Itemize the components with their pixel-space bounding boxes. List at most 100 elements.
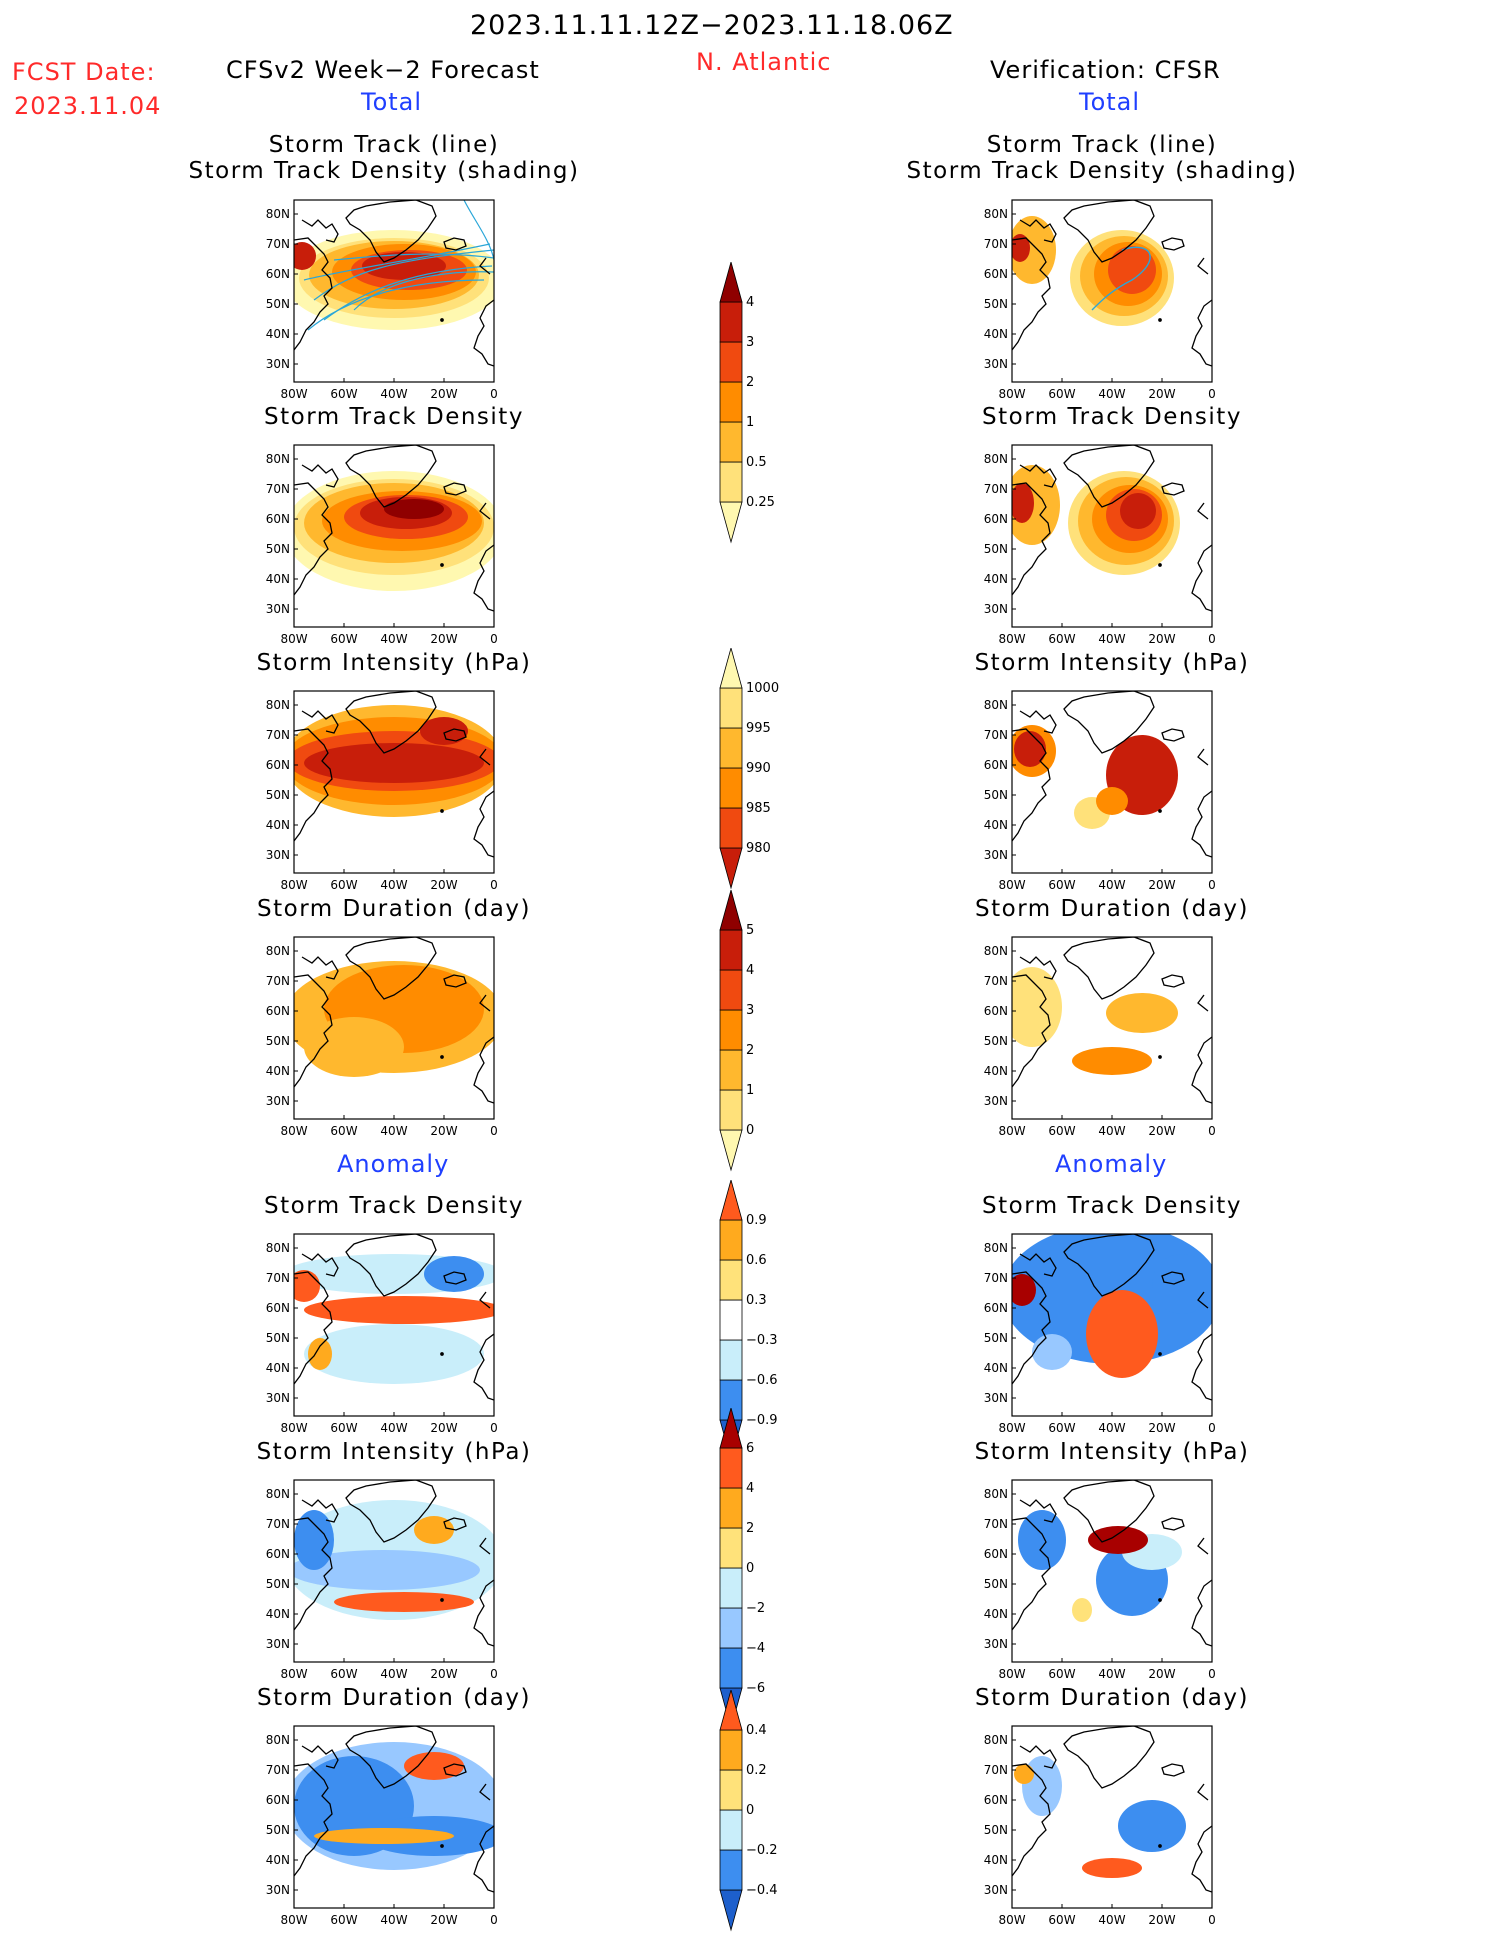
- lat-tick-label: 30N: [984, 1637, 1008, 1651]
- shading-region: [314, 1828, 454, 1844]
- lon-tick-label: 20W: [1148, 1913, 1175, 1927]
- lat-tick-label: 70N: [984, 237, 1008, 251]
- lat-tick-label: 40N: [984, 1853, 1008, 1867]
- lat-tick-label: 50N: [984, 1331, 1008, 1345]
- lat-tick-label: 80N: [984, 207, 1008, 221]
- lat-tick-label: 40N: [266, 1361, 290, 1375]
- colorbar-label: 1000: [746, 681, 779, 696]
- lon-tick-label: 0: [1208, 878, 1216, 892]
- storm-track-line: [333, 253, 494, 261]
- fcst-date-value: 2023.11.04: [14, 92, 162, 120]
- lon-tick-label: 60W: [330, 632, 357, 646]
- colorbar-swatch: [719, 1009, 743, 1051]
- lat-tick-label: 30N: [266, 848, 290, 862]
- lat-tick-label: 60N: [984, 267, 1008, 281]
- shading-region: [1120, 493, 1156, 529]
- lon-tick-label: 80W: [280, 1421, 307, 1435]
- lon-tick-label: 60W: [330, 1913, 357, 1927]
- colorbar-swatch: [719, 1688, 743, 1731]
- shading-region: [1082, 1858, 1142, 1878]
- lon-tick-label: 0: [490, 1124, 498, 1138]
- map-anom-intensity-left: 80N 70N 60N 50N 40N 30N 80W 60W 40W 20W 0: [258, 1478, 504, 1694]
- lon-tick-label: 20W: [1148, 1667, 1175, 1681]
- lon-tick-label: 0: [1208, 1667, 1216, 1681]
- shading-region: [1086, 1290, 1158, 1378]
- colorbar-swatch: [719, 888, 743, 931]
- lon-tick-label: 60W: [1048, 1913, 1075, 1927]
- lat-tick-label: 60N: [266, 1004, 290, 1018]
- left-model-label: CFSv2 Week−2 Forecast: [226, 56, 540, 84]
- colorbar-swatch: [719, 1769, 743, 1811]
- shading-region: [334, 1592, 474, 1612]
- lon-tick-label: 40W: [380, 1421, 407, 1435]
- shading-region: [1012, 1274, 1036, 1306]
- lon-tick-label: 40W: [1098, 387, 1125, 401]
- colorbar-swatch: [719, 1487, 743, 1529]
- lat-tick-label: 30N: [266, 1883, 290, 1897]
- title-duration-left: Storm Duration (day): [257, 896, 531, 922]
- colorbar-label: −0.3: [746, 1333, 778, 1348]
- lat-tick-label: 30N: [266, 357, 290, 371]
- lon-tick-label: 80W: [280, 1913, 307, 1927]
- colorbar-label: 980: [746, 841, 771, 856]
- lat-tick-label: 50N: [266, 1823, 290, 1837]
- lon-tick-label: 0: [490, 387, 498, 401]
- lon-tick-label: 60W: [1048, 1421, 1075, 1435]
- colorbar-swatch: [719, 301, 743, 343]
- colorbar-swatch: [719, 929, 743, 971]
- lon-tick-label: 80W: [998, 1124, 1025, 1138]
- colorbar-label: −0.9: [746, 1413, 778, 1428]
- lat-tick-label: 70N: [266, 237, 290, 251]
- lat-tick-label: 30N: [266, 1637, 290, 1651]
- lon-tick-label: 40W: [1098, 632, 1125, 646]
- colorbar-swatch: [719, 1129, 743, 1172]
- lat-tick-label: 40N: [984, 327, 1008, 341]
- colorbar-swatch: [719, 1527, 743, 1569]
- shading-region: [294, 1550, 480, 1590]
- colorbar-label: −2: [746, 1601, 765, 1616]
- lon-tick-label: 20W: [1148, 632, 1175, 646]
- lat-tick-label: 50N: [984, 297, 1008, 311]
- lat-tick-label: 80N: [266, 1241, 290, 1255]
- lat-tick-label: 70N: [984, 974, 1008, 988]
- colorbar-swatch: [719, 1567, 743, 1609]
- shading-region: [1118, 1800, 1186, 1852]
- colorbar-swatch: [719, 1406, 743, 1449]
- colorbar-swatch: [719, 1089, 743, 1131]
- colorbar-label: 4: [746, 1481, 754, 1496]
- shading-region: [1012, 234, 1030, 262]
- lat-tick-label: 80N: [984, 1487, 1008, 1501]
- title-anom-duration-left: Storm Duration (day): [257, 1685, 531, 1711]
- colorbar-label: 2: [746, 1521, 754, 1536]
- lat-tick-label: 80N: [266, 1487, 290, 1501]
- colorbar-swatch: [719, 1849, 743, 1891]
- colorbar-swatch: [719, 1647, 743, 1689]
- colorbar-swatch: [719, 727, 743, 769]
- colorbar-label: 0.3: [746, 1293, 767, 1308]
- lon-tick-label: 0: [490, 632, 498, 646]
- lon-tick-label: 0: [1208, 1913, 1216, 1927]
- lat-tick-label: 40N: [266, 1607, 290, 1621]
- title-track-line-right: Storm Track (line): [986, 132, 1218, 158]
- shading-region: [1014, 731, 1046, 767]
- lat-tick-label: 50N: [266, 297, 290, 311]
- lat-tick-label: 30N: [266, 1391, 290, 1405]
- lat-tick-label: 60N: [984, 1004, 1008, 1018]
- lat-tick-label: 40N: [984, 1361, 1008, 1375]
- colorbar-swatch: [719, 1889, 743, 1932]
- map-density-right: 80N 70N 60N 50N 40N 30N 80W 60W 40W 20W 0: [976, 443, 1222, 659]
- colorbar-label: 0: [746, 1803, 754, 1818]
- lat-tick-label: 70N: [266, 1271, 290, 1285]
- lon-tick-label: 40W: [380, 878, 407, 892]
- lon-tick-label: 20W: [430, 1667, 457, 1681]
- lat-tick-label: 60N: [266, 512, 290, 526]
- lon-tick-label: 40W: [1098, 1913, 1125, 1927]
- lat-tick-label: 70N: [984, 482, 1008, 496]
- lon-tick-label: 20W: [430, 1124, 457, 1138]
- map-intensity-right: 80N 70N 60N 50N 40N 30N 80W 60W 40W 20W 0: [976, 689, 1222, 905]
- title-anom-duration-right: Storm Duration (day): [975, 1685, 1249, 1711]
- shading-region: [1018, 1510, 1066, 1570]
- title-duration-right: Storm Duration (day): [975, 896, 1249, 922]
- colorbar-swatch: [719, 421, 743, 463]
- storm-track-line: [313, 249, 494, 301]
